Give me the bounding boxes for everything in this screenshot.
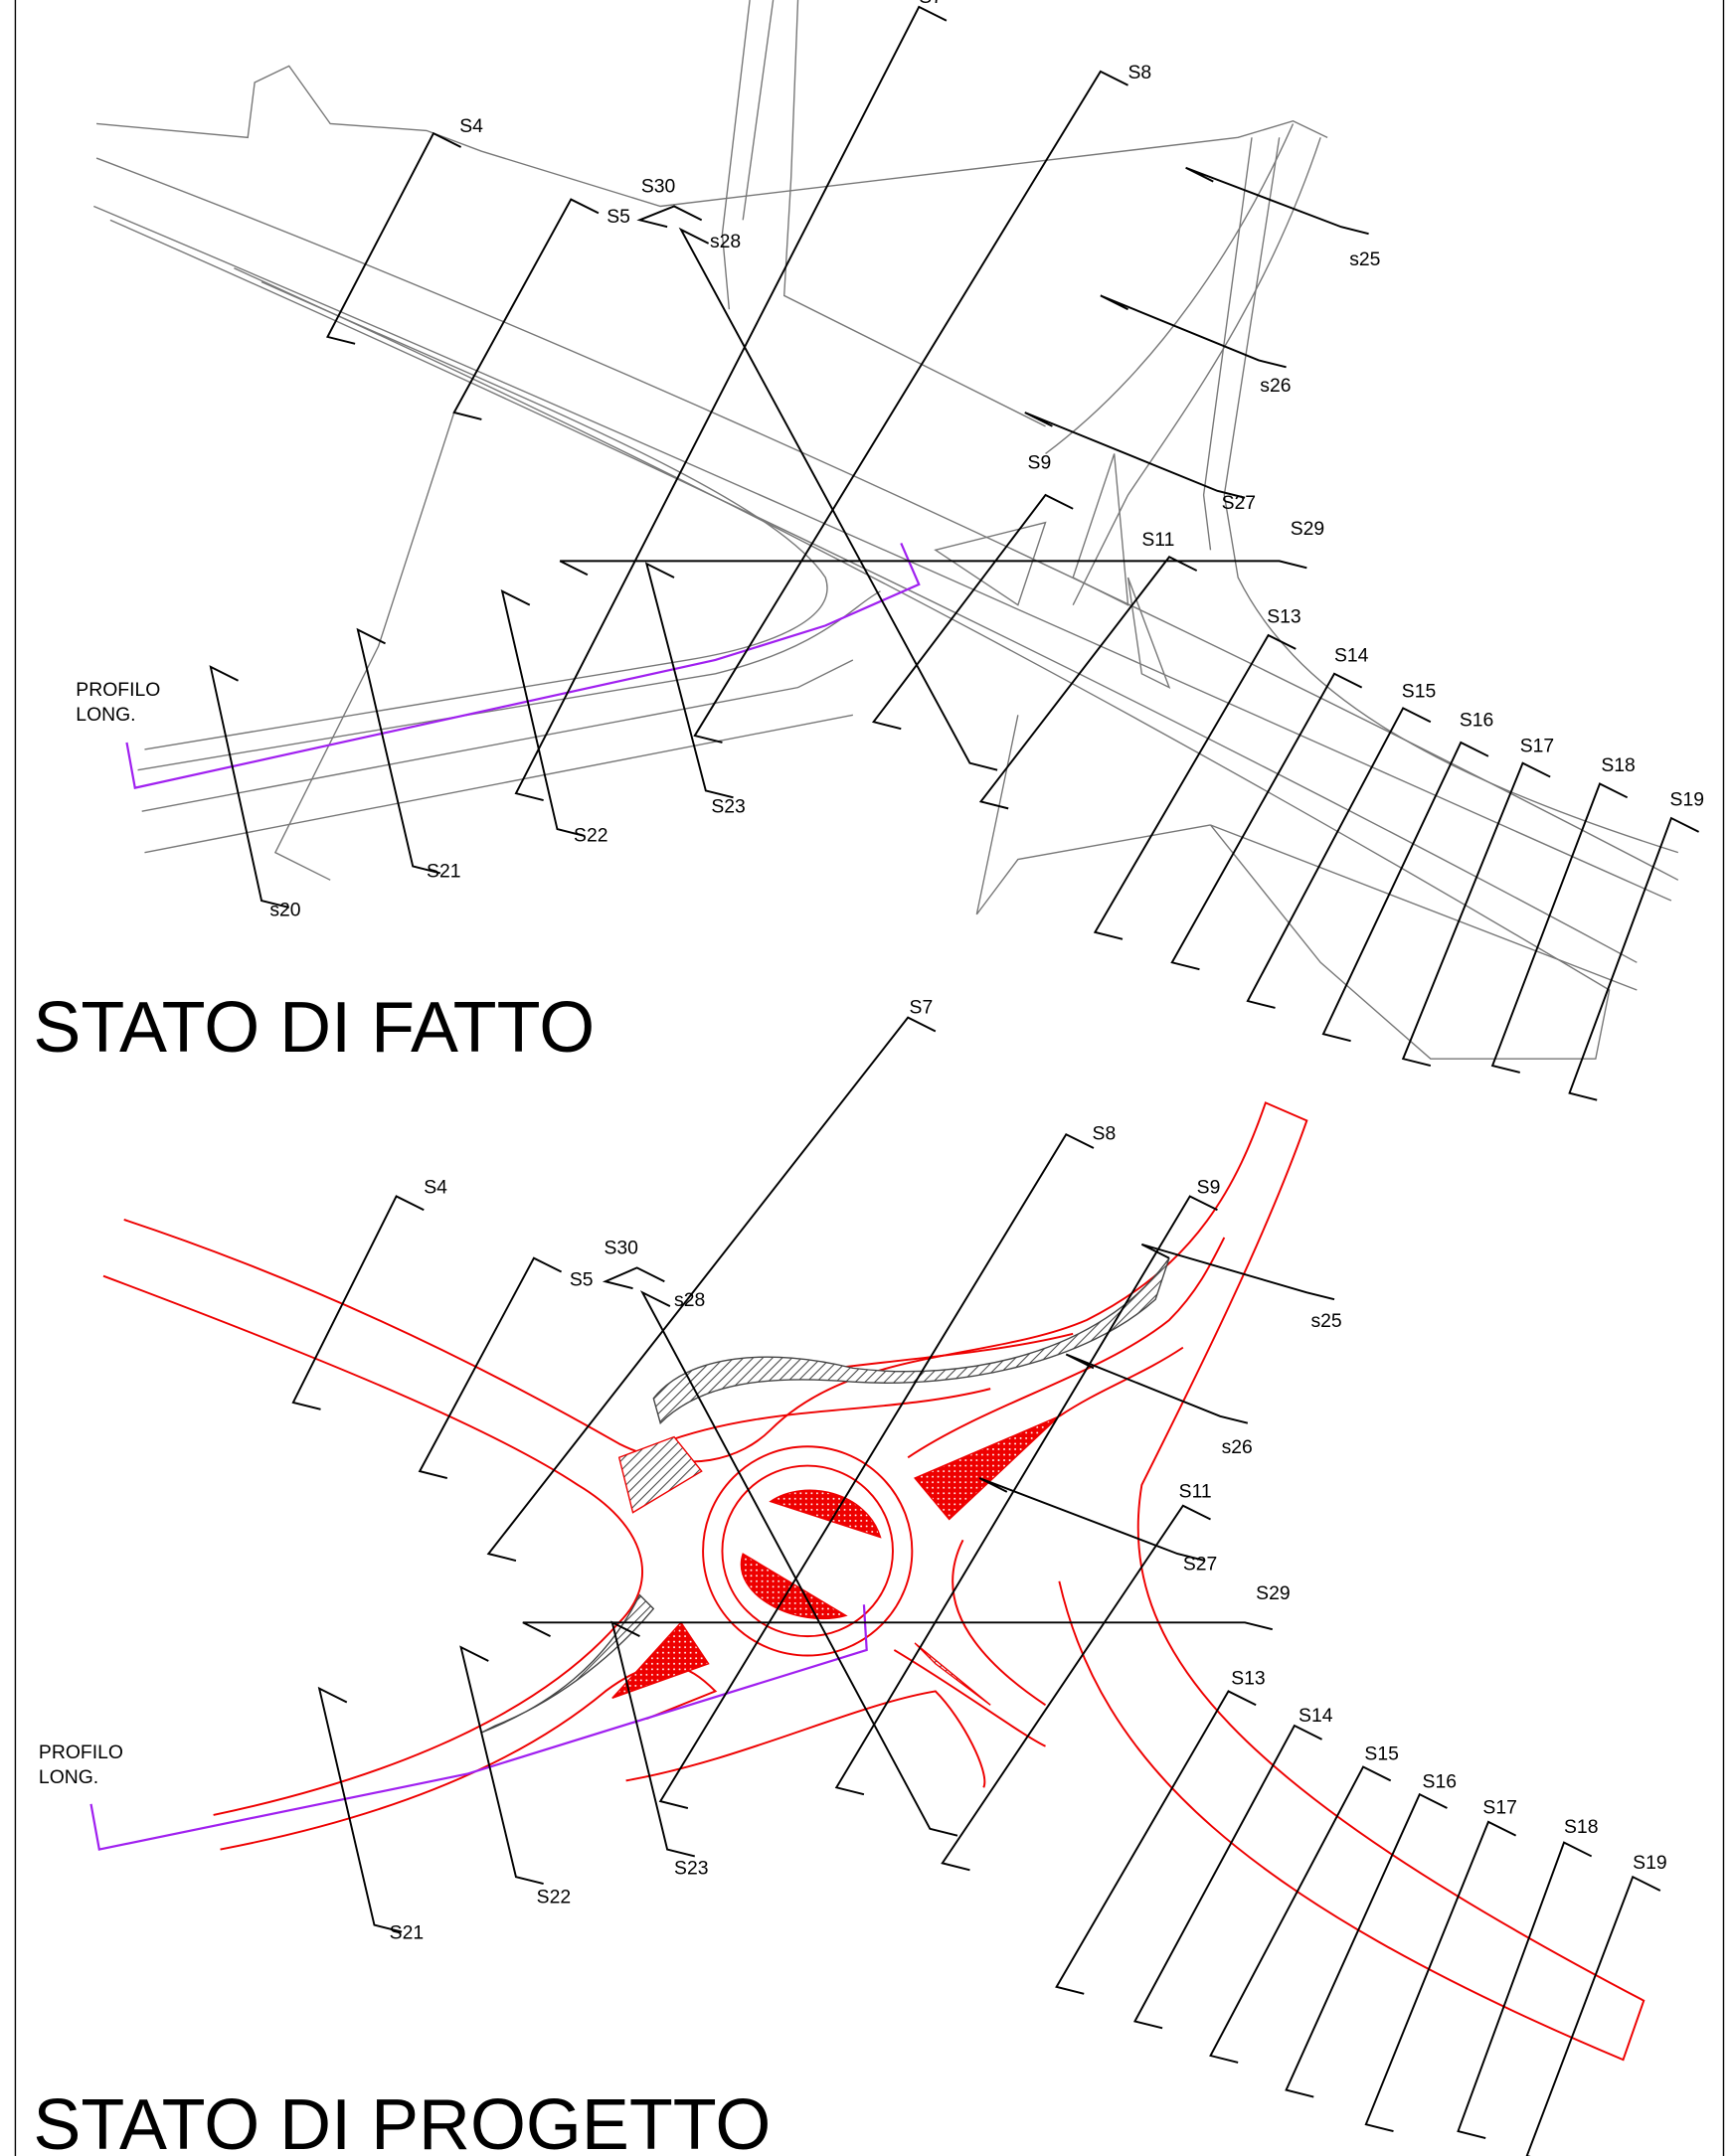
frame xyxy=(15,0,1723,2156)
section-label: S30 xyxy=(604,1238,638,1259)
section-line xyxy=(660,1134,1094,1808)
drawing: STATO DI FATTO PROFILO LONG. S7 S8 S4 S30 S5 s28… xyxy=(0,0,1732,2156)
section-label: S15 xyxy=(1402,680,1436,702)
section-label: s25 xyxy=(1310,1310,1341,1332)
section-line xyxy=(560,561,1306,575)
section-line xyxy=(327,133,460,344)
section-label: s26 xyxy=(1260,375,1291,397)
section-line xyxy=(1211,1767,1391,2063)
section-line xyxy=(1057,1691,1257,1993)
section-label: S29 xyxy=(1291,518,1324,540)
section-label: S13 xyxy=(1267,606,1300,628)
section-label: S29 xyxy=(1256,1582,1290,1604)
section-line xyxy=(979,1478,1205,1561)
section-label: S11 xyxy=(1179,1480,1212,1502)
section-line xyxy=(646,564,733,797)
section-line xyxy=(1134,1726,1321,2028)
labels: STATO DI FATTO PROFILO LONG. S7 S8 S4 S30 S5 s28… xyxy=(33,0,1704,2156)
section-line xyxy=(488,1018,936,1561)
section-line xyxy=(695,72,1128,743)
profile-label: LONG. xyxy=(76,704,135,726)
section-label: S17 xyxy=(1482,1797,1516,1819)
section-line xyxy=(516,7,947,800)
project-roads xyxy=(103,1102,1644,2060)
section-label: S23 xyxy=(674,1857,708,1879)
section-label: S4 xyxy=(459,115,483,137)
section-label: S8 xyxy=(1093,1123,1117,1145)
section-line xyxy=(639,206,701,227)
section-line xyxy=(358,630,440,874)
section-line xyxy=(1141,1244,1334,1299)
section-line xyxy=(1527,1877,1660,2156)
section-label: S8 xyxy=(1128,62,1152,83)
section-line xyxy=(211,667,289,908)
panel-title: STATO DI FATTO xyxy=(33,988,595,1068)
profile-label: PROFILO xyxy=(39,1741,123,1763)
section-label: S15 xyxy=(1364,1743,1398,1765)
section-label: s28 xyxy=(674,1289,705,1311)
section-line xyxy=(1323,743,1488,1041)
section-line xyxy=(420,1258,561,1478)
section-line xyxy=(943,1506,1211,1871)
section-label: S13 xyxy=(1231,1668,1265,1690)
panel-title: STATO DI PROGETTO xyxy=(33,2085,771,2156)
section-label: S16 xyxy=(1460,709,1493,731)
section-label: S4 xyxy=(424,1177,447,1199)
section-line xyxy=(1492,783,1628,1072)
section-line xyxy=(1186,168,1369,234)
section-label: S22 xyxy=(537,1886,571,1907)
sections xyxy=(211,7,1699,2156)
section-line xyxy=(319,1689,402,1932)
section-line xyxy=(293,1196,424,1409)
section-line xyxy=(1459,1843,1592,2138)
section-label: S9 xyxy=(1197,1177,1221,1199)
section-line xyxy=(1287,1794,1448,2096)
profile-lines xyxy=(91,543,920,1849)
section-label: S14 xyxy=(1334,644,1369,666)
section-label: S18 xyxy=(1601,754,1635,776)
section-label: S5 xyxy=(606,206,630,228)
section-line xyxy=(1570,818,1699,1100)
section-label: S23 xyxy=(711,796,745,818)
section-line xyxy=(1066,1355,1248,1423)
section-label: s25 xyxy=(1349,249,1380,270)
section-line xyxy=(1403,763,1550,1066)
section-label: S7 xyxy=(919,0,943,8)
section-label: S22 xyxy=(574,825,607,847)
section-line xyxy=(606,1267,664,1288)
section-label: S27 xyxy=(1222,492,1256,514)
section-line xyxy=(461,1647,544,1884)
existing-roads xyxy=(93,0,1678,1059)
section-line xyxy=(981,557,1197,808)
section-label: s20 xyxy=(269,899,300,920)
page: {"panels":[ {"title":"STATO DI FATTO","p… xyxy=(0,0,1732,2156)
section-label: S30 xyxy=(641,176,676,198)
profile-label: LONG. xyxy=(39,1766,98,1788)
section-line xyxy=(1101,295,1287,367)
section-label: S16 xyxy=(1423,1770,1457,1792)
section-label: S21 xyxy=(427,861,460,883)
section-label: S19 xyxy=(1670,789,1704,811)
section-label: S21 xyxy=(390,1921,424,1943)
section-label: S17 xyxy=(1520,736,1554,757)
section-label: s28 xyxy=(710,231,741,252)
section-line xyxy=(1172,674,1362,969)
section-label: S18 xyxy=(1564,1816,1598,1838)
section-label: S27 xyxy=(1183,1554,1217,1576)
profile-label: PROFILO xyxy=(76,679,160,701)
section-label: S7 xyxy=(910,996,934,1018)
section-label: S14 xyxy=(1299,1705,1333,1727)
section-label: s26 xyxy=(1222,1436,1253,1458)
section-label: S5 xyxy=(570,1268,594,1290)
section-label: S9 xyxy=(1028,452,1052,474)
section-label: S11 xyxy=(1141,529,1174,551)
section-line xyxy=(1366,1822,1516,2131)
section-label: S19 xyxy=(1633,1852,1666,1874)
